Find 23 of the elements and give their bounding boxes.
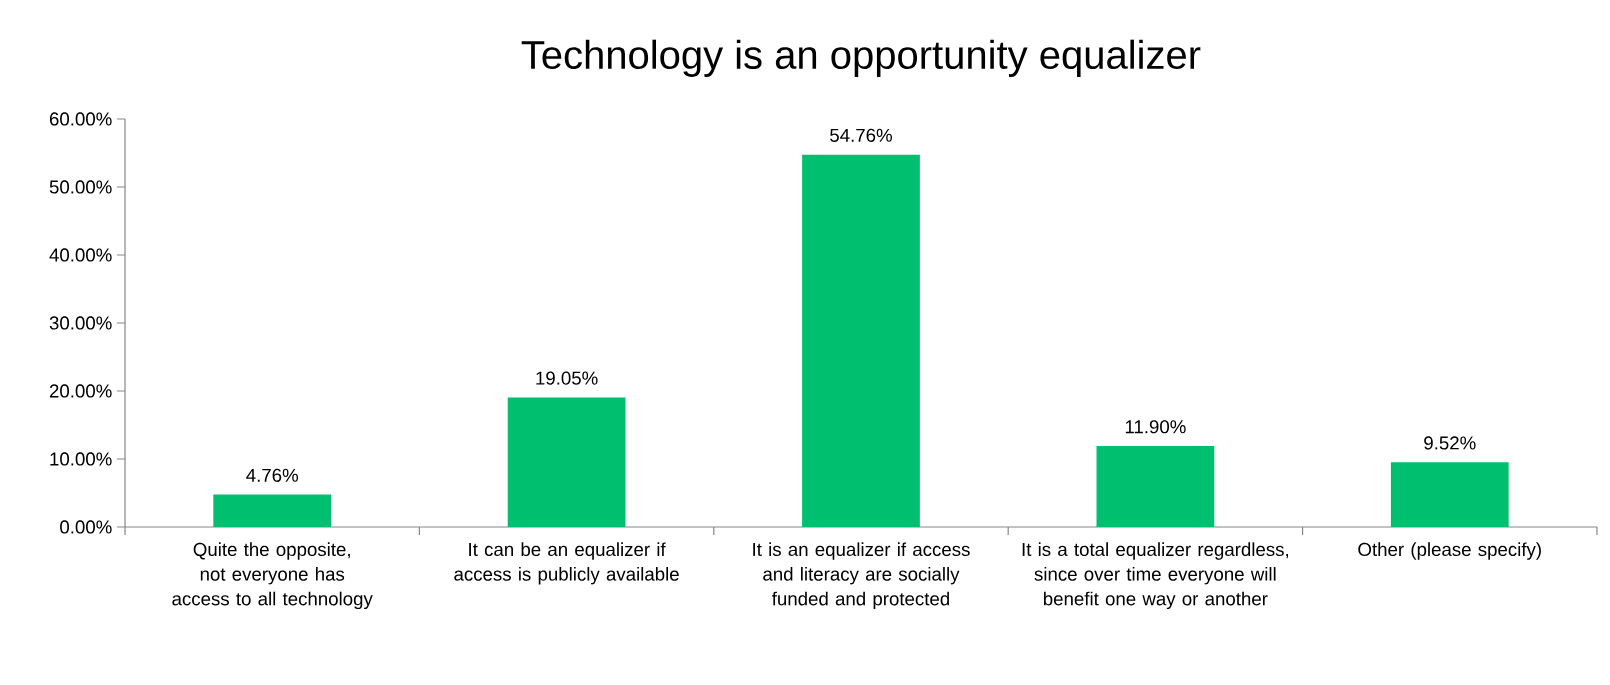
data-label: 11.90% [1125,420,1186,434]
x-tick-label: Quite the opposite, not everyone has access to all technology [172,542,373,610]
data-label: 19.05% [536,371,598,385]
x-tick-label: Other (please specify) [1358,542,1541,560]
bar [213,494,332,527]
y-tick-label: 30.00% [49,316,112,330]
y-tick-label: 10.00% [50,452,112,466]
bar [802,154,920,527]
data-label: 9.52% [1424,436,1476,450]
y-tick-label: 20.00% [49,384,112,398]
bar [1390,462,1509,527]
x-tick-label: It is a total equalizer regardless, since over time everyone will benefit one way or another [1022,542,1289,610]
data-label: 54.76% [830,128,892,142]
y-tick-label: 50.00% [49,180,112,194]
y-tick-label: 0.00% [60,520,112,534]
data-label: 4.76% [246,468,298,482]
y-tick-label: 40.00% [49,248,112,262]
x-tick-label: It is an equalizer if access and literacy are socially funded and protected [753,542,970,610]
x-tick-label: It can be an equalizer if access is publicly available [454,542,679,585]
y-tick-label: 60.00% [49,112,112,126]
bar [1096,446,1215,527]
chart-title: Technology is an opportunity equalizer [521,39,1201,77]
bar [507,397,626,527]
